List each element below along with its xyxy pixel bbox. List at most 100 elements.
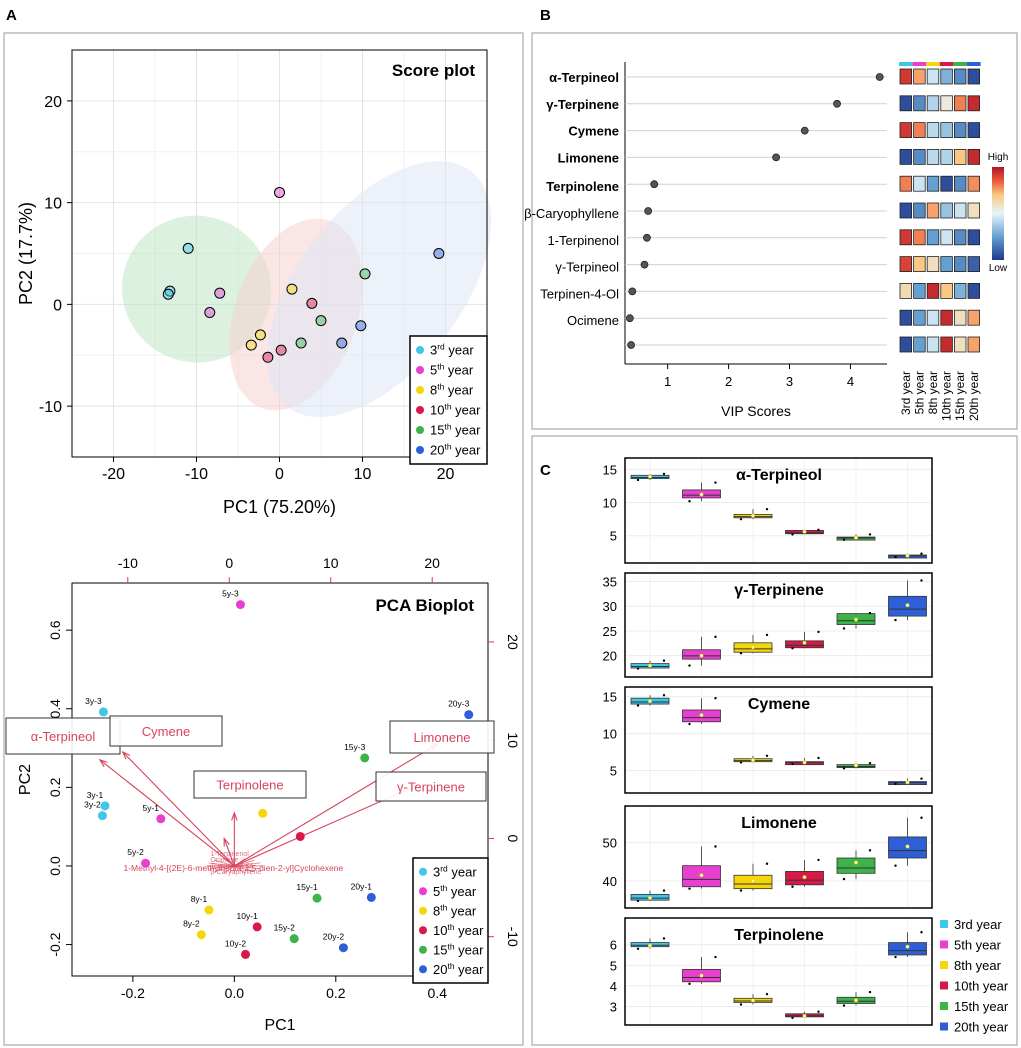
panel-b-frame bbox=[531, 32, 1018, 430]
data-point bbox=[817, 630, 820, 634]
loading-label-box bbox=[193, 770, 307, 799]
vip-point bbox=[875, 73, 884, 81]
heat-cell bbox=[967, 282, 981, 299]
legend-label: 8th year bbox=[433, 902, 477, 918]
y-tick-label: 5 bbox=[610, 529, 617, 544]
loading-label-box bbox=[5, 717, 121, 755]
small-loading-arrow bbox=[234, 862, 261, 867]
box-panel: 5 10 15 α-Terpineol bbox=[603, 457, 933, 564]
legend-swatch bbox=[940, 1022, 948, 1031]
legend-label: 3rd year bbox=[430, 342, 474, 358]
loading-arrow bbox=[122, 751, 235, 867]
legend-box bbox=[409, 335, 488, 465]
point-label: 20y-1 bbox=[351, 881, 373, 891]
legend-marker bbox=[416, 426, 424, 434]
heat-cell bbox=[899, 309, 913, 326]
heat-cell bbox=[899, 175, 913, 192]
vip-row-label: γ-Terpineol bbox=[555, 260, 619, 275]
biplot-point bbox=[295, 831, 305, 841]
data-point bbox=[868, 533, 872, 536]
data-point bbox=[662, 659, 666, 662]
small-loading-arrow bbox=[208, 865, 235, 870]
vip-row-label: Ocimene bbox=[567, 313, 619, 328]
heat-cell bbox=[967, 336, 981, 353]
heat-cell bbox=[926, 122, 940, 138]
legend-marker bbox=[416, 446, 424, 454]
panel-letter-b: B bbox=[540, 7, 551, 24]
data-point bbox=[765, 754, 769, 757]
heat-cell bbox=[967, 256, 981, 273]
data-point bbox=[920, 777, 923, 780]
top-tick-label: 20 bbox=[424, 555, 440, 571]
heat-cell bbox=[926, 175, 940, 192]
heat-column-label: 15th year bbox=[953, 371, 967, 421]
vip-point bbox=[628, 287, 637, 296]
legend: 3rd year 5th year 8th year 10th year 15th ye… bbox=[412, 857, 489, 984]
y-tick-label: 6 bbox=[610, 938, 617, 953]
scale-high-label: High bbox=[988, 152, 1009, 163]
heat-cell bbox=[954, 148, 967, 165]
point-label: 15y-3 bbox=[344, 742, 366, 752]
data-point bbox=[739, 761, 743, 764]
heat-cell bbox=[926, 148, 940, 165]
data-point bbox=[739, 889, 743, 892]
loading-label-box bbox=[389, 720, 495, 754]
heat-column-color-bar bbox=[899, 62, 913, 66]
x-tick-label: 10 bbox=[354, 466, 372, 483]
heat-cell bbox=[954, 256, 967, 273]
heat-cell bbox=[913, 336, 926, 353]
heat-cell bbox=[926, 202, 940, 219]
biplot-point bbox=[258, 808, 268, 818]
x-tick-label: 4 bbox=[847, 374, 854, 389]
heat-column-color-bar bbox=[926, 62, 940, 66]
legend-box bbox=[412, 857, 489, 984]
vip-row-label: α-Terpineol bbox=[549, 70, 619, 85]
data-point bbox=[791, 533, 794, 536]
mean-marker bbox=[647, 474, 653, 479]
box-panel: 3 4 5 6 Terpinolene bbox=[610, 917, 933, 1026]
x-tick-label: -0.2 bbox=[121, 985, 145, 1001]
vip-point bbox=[643, 233, 651, 242]
vip-row-label: β-Caryophyllene bbox=[524, 206, 619, 221]
data-point bbox=[714, 845, 717, 848]
right-tick-label: -10 bbox=[505, 927, 521, 947]
heat-cell bbox=[899, 256, 913, 273]
score-point bbox=[315, 315, 327, 327]
heat-cell bbox=[913, 68, 926, 85]
legend-label: 3rd year bbox=[433, 863, 477, 879]
heat-cell bbox=[926, 282, 940, 299]
heat-cell bbox=[913, 256, 926, 273]
point-label: 8y-2 bbox=[183, 919, 200, 929]
score-point bbox=[336, 337, 348, 349]
heat-cell bbox=[967, 122, 981, 138]
box-panel-frame bbox=[624, 686, 933, 794]
heat-cell bbox=[899, 148, 913, 165]
vip-row-label: Cymene bbox=[568, 124, 619, 139]
biplot-point bbox=[196, 930, 206, 940]
mean-marker bbox=[853, 535, 859, 540]
y-axis-label: PC2 bbox=[17, 764, 34, 795]
data-point bbox=[920, 931, 923, 934]
biplot-point bbox=[360, 753, 370, 763]
y-tick-label: 20 bbox=[603, 649, 617, 664]
loading-label-box bbox=[375, 771, 487, 802]
biplot-point bbox=[252, 922, 262, 932]
data-point bbox=[868, 761, 872, 765]
small-loading-arrow bbox=[234, 865, 255, 873]
loading-label: 1-Methyl-4-[(2E)-6-methylhepta-2,5-dien-… bbox=[124, 863, 344, 873]
x-tick-label: 0.2 bbox=[326, 985, 346, 1001]
legend-label: 20th year bbox=[954, 1020, 1009, 1035]
box-panel-title: γ-Terpinene bbox=[734, 582, 824, 599]
mean-marker bbox=[802, 640, 807, 645]
data-point bbox=[688, 722, 691, 726]
heat-cell bbox=[913, 122, 926, 138]
small-loading-arrow bbox=[214, 865, 235, 873]
chart-title: Score plot bbox=[392, 61, 475, 80]
heat-cell bbox=[940, 282, 953, 299]
legend-label: 10th year bbox=[954, 979, 1009, 994]
box-panel: 40 50 Limonene bbox=[603, 805, 933, 909]
data-point bbox=[894, 782, 897, 786]
data-point bbox=[894, 864, 897, 867]
data-point bbox=[817, 1010, 820, 1013]
panel-letter-c: C bbox=[540, 462, 551, 479]
